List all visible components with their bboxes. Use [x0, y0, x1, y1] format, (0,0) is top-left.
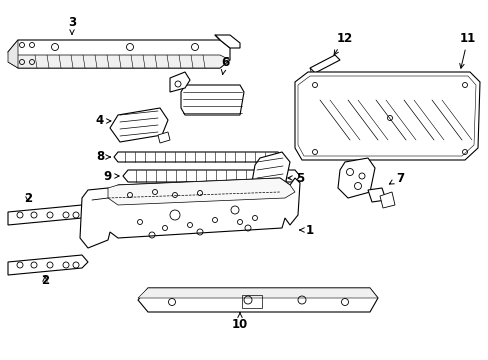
Polygon shape — [110, 108, 168, 142]
Polygon shape — [8, 40, 18, 68]
Text: 10: 10 — [231, 313, 247, 332]
Polygon shape — [337, 158, 374, 198]
Polygon shape — [8, 205, 88, 225]
Polygon shape — [254, 192, 271, 202]
Polygon shape — [108, 178, 294, 205]
Polygon shape — [309, 55, 339, 73]
Text: 12: 12 — [333, 31, 352, 55]
Polygon shape — [309, 68, 314, 75]
Polygon shape — [294, 72, 479, 160]
Polygon shape — [123, 170, 299, 182]
Polygon shape — [170, 72, 190, 92]
Text: 2: 2 — [24, 192, 32, 204]
Text: 1: 1 — [299, 224, 313, 237]
Text: 9: 9 — [103, 170, 119, 183]
Polygon shape — [367, 188, 385, 202]
Text: 3: 3 — [68, 15, 76, 34]
Text: 7: 7 — [388, 171, 403, 184]
Polygon shape — [251, 152, 289, 192]
Polygon shape — [8, 255, 88, 275]
Polygon shape — [181, 85, 244, 115]
Text: 8: 8 — [96, 150, 110, 163]
Polygon shape — [138, 288, 377, 298]
Text: 5: 5 — [287, 171, 304, 184]
Polygon shape — [138, 288, 377, 312]
Polygon shape — [8, 40, 229, 68]
Polygon shape — [379, 192, 394, 208]
Polygon shape — [8, 55, 229, 68]
Text: 2: 2 — [41, 274, 49, 287]
Text: 4: 4 — [96, 114, 111, 127]
Polygon shape — [80, 178, 299, 248]
Polygon shape — [158, 132, 170, 143]
Text: 6: 6 — [221, 55, 229, 75]
Polygon shape — [114, 152, 282, 162]
Text: 11: 11 — [459, 31, 475, 68]
Polygon shape — [215, 35, 240, 48]
